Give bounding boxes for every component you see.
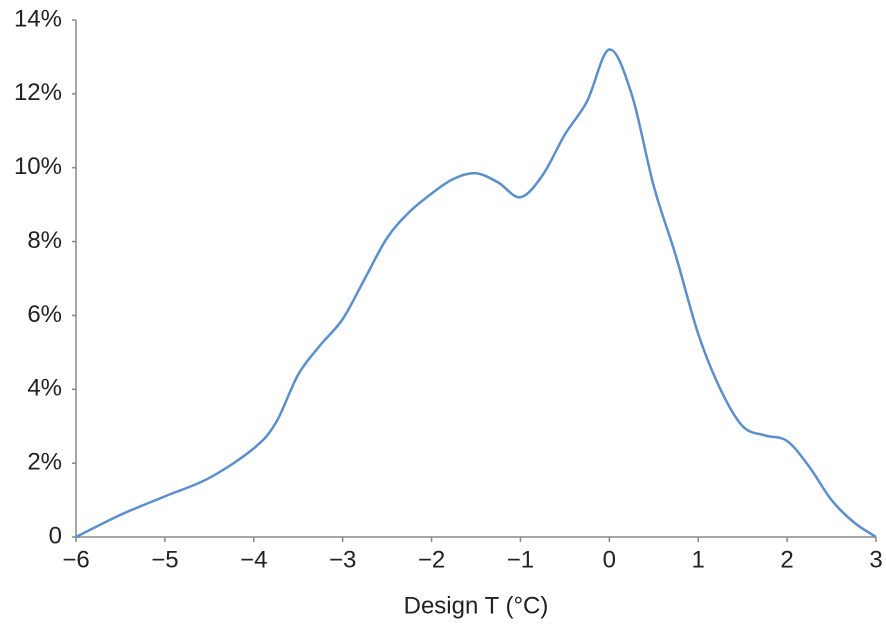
y-tick-label: 8% [27, 227, 62, 254]
y-tick-label: 12% [14, 79, 62, 106]
x-tick-label: 0 [603, 546, 616, 573]
y-tick-label: 4% [27, 375, 62, 402]
y-tick-label: 6% [27, 301, 62, 328]
x-tick-label: −4 [240, 546, 267, 573]
x-tick-label: −3 [329, 546, 356, 573]
y-tick-label: 14% [14, 5, 62, 32]
y-tick-label: 0 [49, 522, 62, 549]
x-tick-label: 3 [869, 546, 882, 573]
y-tick-label: 2% [27, 448, 62, 475]
x-tick-label: 1 [692, 546, 705, 573]
x-tick-label: −5 [151, 546, 178, 573]
y-tick-label: 10% [14, 153, 62, 180]
x-tick-label: 2 [780, 546, 793, 573]
x-tick-label: −1 [507, 546, 534, 573]
x-tick-label: −2 [418, 546, 445, 573]
x-tick-label: −6 [62, 546, 89, 573]
x-axis-label: Design T (°C) [404, 592, 549, 619]
data-line [75, 48, 877, 539]
